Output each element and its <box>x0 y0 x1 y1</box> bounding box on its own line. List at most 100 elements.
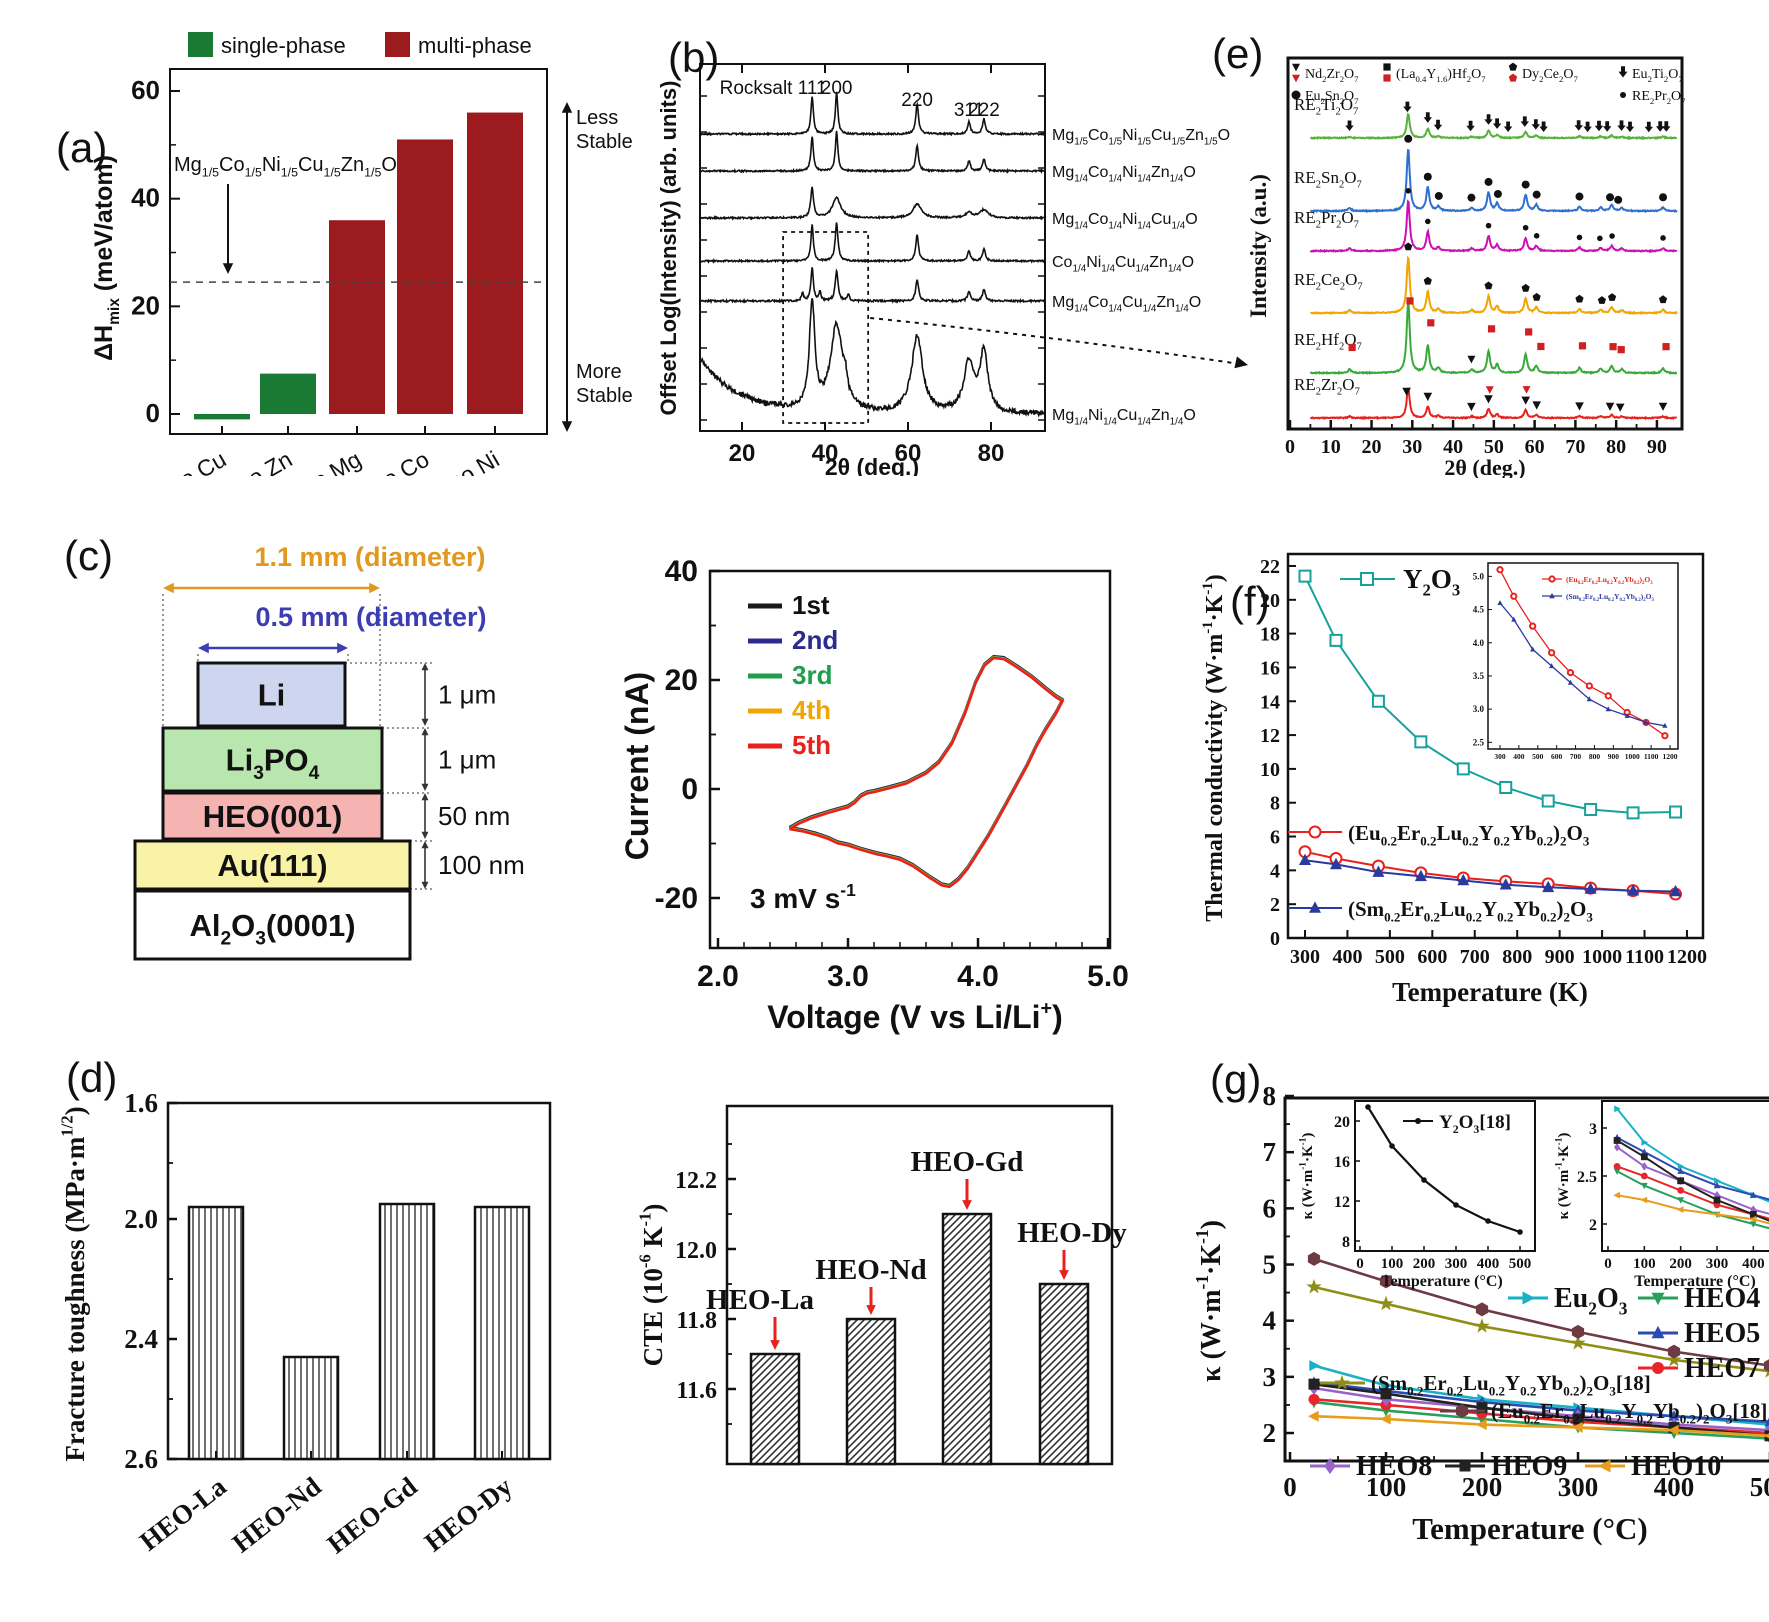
shape: 2 <box>1589 1217 1597 1234</box>
shape: 1/4 <box>1170 173 1184 184</box>
shape: 1/4 <box>1101 263 1115 274</box>
shape: 1/4 <box>1074 220 1088 231</box>
shape: no Cu <box>164 446 230 476</box>
shape: 20 <box>1334 1114 1350 1131</box>
legend-label: HEO7 <box>1684 1353 1760 1384</box>
arrowhead <box>562 102 572 113</box>
marker <box>1677 1177 1684 1184</box>
shape: 1000 <box>1582 946 1622 968</box>
shape: 1 μm <box>438 745 496 775</box>
shape: 600 <box>1417 946 1447 968</box>
marker <box>1497 567 1502 572</box>
shape: 1/4 <box>1074 303 1088 314</box>
inset-box <box>1488 563 1678 749</box>
shape: no Co <box>367 446 433 476</box>
inset-x-tick: 1100 <box>1644 752 1659 761</box>
shape: 0 <box>146 398 160 428</box>
shape: ·K <box>1196 1244 1227 1275</box>
shape: 3 <box>255 928 266 949</box>
marker <box>1652 1362 1664 1374</box>
marker <box>1406 297 1413 304</box>
layer-label: HEO(001) <box>203 799 343 834</box>
shape: Er <box>1397 821 1420 845</box>
inset-x-tick: 100 <box>1633 1256 1656 1272</box>
shape: 7 <box>1356 342 1361 353</box>
marker <box>1606 193 1614 201</box>
shape: 0.2 <box>1466 910 1482 925</box>
bar <box>475 1207 529 1459</box>
shape: Mg <box>174 154 202 176</box>
shape: -1 <box>1192 1275 1212 1290</box>
y-tick-label: 8 <box>1270 793 1280 815</box>
shape: 30 <box>1402 436 1422 458</box>
shape: (0001) <box>266 908 356 943</box>
marker <box>1485 1218 1491 1224</box>
inset-x-tick: 1000 <box>1625 752 1640 761</box>
shape: -6 <box>636 1254 655 1268</box>
x-category-label: no Co <box>367 446 433 476</box>
shape: Cu <box>1117 407 1137 424</box>
thickness-label: 50 nm <box>438 801 510 831</box>
shape: (Sm <box>1371 1371 1408 1395</box>
shape: 0.2 <box>1563 1384 1579 1399</box>
shape: 2.4 <box>124 1324 158 1354</box>
shape: Cu <box>1122 294 1142 311</box>
y-tick-label: 10 <box>1260 759 1280 781</box>
marker <box>1383 74 1390 81</box>
shape: HEO9 <box>1491 1451 1567 1482</box>
shape: ·K <box>1300 1145 1316 1162</box>
shape: 14 <box>1260 691 1280 713</box>
shape: multi-phase <box>418 33 532 58</box>
x-tick-label: 1100 <box>1625 946 1664 968</box>
shape: 5th <box>792 730 831 760</box>
marker <box>1361 573 1373 585</box>
inset-x-tick: 400 <box>1742 1256 1765 1272</box>
shape: HEO-Gd <box>321 1471 422 1559</box>
shape: Lu <box>1598 575 1607 584</box>
shape: HEO-La <box>134 1471 232 1557</box>
shape: HEO8 <box>1356 1451 1432 1482</box>
shape: 60 <box>1525 436 1545 458</box>
shape: no Mg <box>297 446 365 476</box>
shape: 12.2 <box>675 1168 717 1194</box>
marker <box>1500 782 1511 793</box>
shape: κ (W·m <box>1300 1169 1316 1219</box>
shape: 1/4 <box>1171 220 1185 231</box>
bar <box>189 1207 243 1459</box>
shape: 0 <box>1356 1256 1364 1272</box>
shape: 4th <box>792 695 831 725</box>
x-tick-label: 1200 <box>1667 946 1707 968</box>
inset-x-tick: 0 <box>1356 1256 1364 1272</box>
arrowhead <box>422 784 429 791</box>
shape: Ni <box>1086 254 1101 271</box>
marker <box>1373 696 1384 707</box>
inset-y-axis-label: κ (W·m-1·K-1) <box>1555 1133 1572 1220</box>
y-axis-label: ΔHmix (meV/atom) <box>90 155 123 361</box>
shape: O <box>1431 564 1452 594</box>
y-tick-label: 11.6 <box>676 1378 717 1404</box>
marker <box>1659 193 1667 201</box>
shape: 1/5 <box>364 165 381 179</box>
arrowhead <box>562 421 572 432</box>
inset-x-tick: 600 <box>1551 752 1563 761</box>
x-tick-label: 1000 <box>1582 946 1622 968</box>
inset-x-tick: 200 <box>1413 1256 1436 1272</box>
shape: 0.2 <box>1447 1384 1463 1399</box>
shape: Eu <box>1305 89 1321 104</box>
bar <box>751 1354 799 1464</box>
shape: 11.6 <box>676 1378 717 1404</box>
x-tick-label: 700 <box>1460 946 1490 968</box>
shape: Lu <box>1463 1371 1489 1395</box>
shape: Ni <box>1122 127 1137 144</box>
shape: Pr <box>1321 208 1336 227</box>
shape: 1/4 <box>1103 416 1117 427</box>
shape: 1/4 <box>1072 263 1086 274</box>
marker <box>1620 92 1626 98</box>
shape: Er <box>1400 897 1423 921</box>
marker <box>1628 807 1639 818</box>
marker <box>1534 233 1540 239</box>
y-tick-label: 0 <box>146 398 160 428</box>
marker <box>1677 1187 1684 1194</box>
panel-c-device-schematic: 1.1 mm (diameter)0.5 mm (diameter)LiLi3P… <box>40 476 600 1051</box>
shape: 80 <box>978 440 1005 467</box>
